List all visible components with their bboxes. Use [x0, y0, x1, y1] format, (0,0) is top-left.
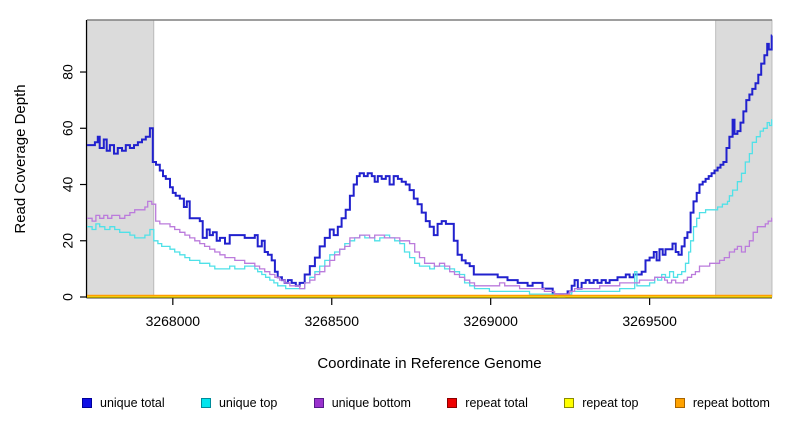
legend-item-repeat-bottom: repeat bottom	[674, 396, 770, 410]
legend-swatch	[564, 398, 575, 408]
legend-item-unique-total: unique total	[82, 396, 165, 410]
highlight-region-right	[715, 19, 773, 298]
series-line-unique-total	[87, 34, 773, 296]
series-line-unique-bottom	[87, 200, 773, 295]
legend-swatch	[674, 398, 685, 408]
y-tick-label: 60	[60, 120, 76, 136]
y-tick-label: 0	[60, 293, 76, 301]
legend-label: repeat top	[582, 396, 639, 410]
legend-item-unique-top: unique top	[200, 396, 278, 410]
y-axis-label: Read Coverage Depth	[12, 84, 29, 234]
legend-label: unique top	[218, 396, 278, 410]
y-tick-label: 80	[60, 64, 76, 80]
series-line-unique-top	[87, 119, 773, 298]
x-tick-label: 3268000	[146, 313, 201, 329]
legend-swatch	[313, 398, 324, 408]
legend-item-repeat-total: repeat total	[447, 396, 528, 410]
legend-item-repeat-top: repeat top	[564, 396, 638, 410]
x-tick-label: 3269000	[463, 313, 518, 329]
x-tick-label: 3269500	[622, 313, 677, 329]
legend-swatch	[200, 398, 211, 408]
legend-swatch	[447, 398, 458, 408]
y-tick-label: 40	[60, 177, 76, 193]
legend-label: repeat bottom	[692, 396, 770, 410]
legend: unique total unique top unique bottom repea…	[82, 396, 770, 410]
legend-label: unique total	[100, 396, 165, 410]
x-tick-label: 3268500	[304, 313, 359, 329]
x-axis-label: Coordinate in Reference Genome	[317, 355, 542, 372]
legend-item-unique-bottom: unique bottom	[313, 396, 411, 410]
legend-swatch	[82, 398, 92, 408]
y-tick-label: 20	[60, 233, 76, 249]
legend-label: unique bottom	[331, 396, 411, 410]
highlight-region-left	[86, 19, 155, 298]
legend-label: repeat total	[465, 396, 528, 410]
